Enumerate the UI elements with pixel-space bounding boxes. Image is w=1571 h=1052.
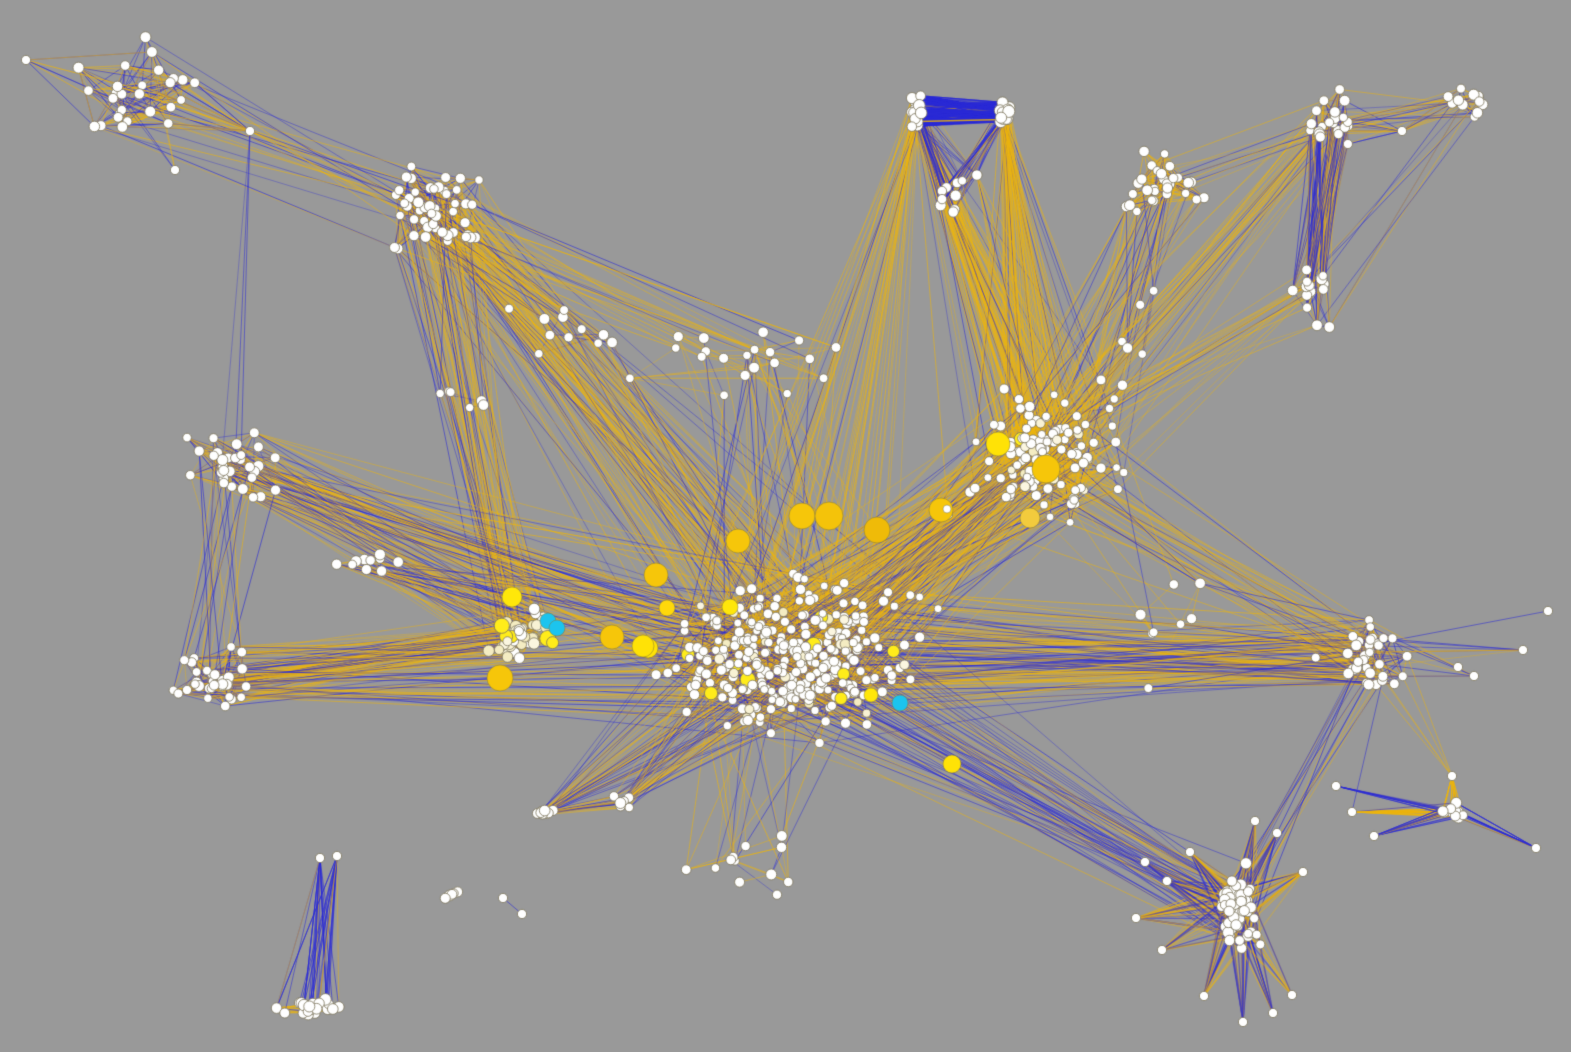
network-graph-canvas[interactable] bbox=[0, 0, 1571, 1052]
graph-viewport bbox=[0, 0, 1571, 1052]
